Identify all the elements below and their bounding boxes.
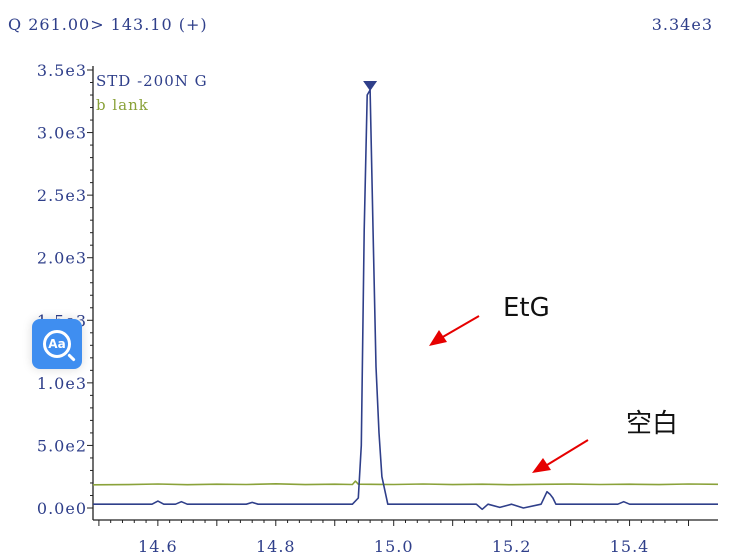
plot-series [92,89,719,511]
y-tick-label: 3.0e3 [37,124,87,143]
y-tick-label: 5.0e2 [37,436,87,455]
x-tick-label: 15.0 [374,537,414,556]
legend: STD -200N G b lank [96,72,208,114]
y-tick-label: 1.0e3 [37,374,87,393]
y-tick-label: 0.0e0 [37,499,87,518]
translate-lens-text: Aa [48,337,66,351]
translate-lens-icon: Aa [43,330,71,358]
x-axis-ticks: 14.6 14.8 15.0 15.2 15.4 [98,520,690,556]
transition-label: Q 261.00> 143.10 (+) [8,15,208,34]
series-line-std [93,89,718,511]
annotations: EtG 空白 [429,293,678,473]
x-tick-label: 14.6 [138,537,178,556]
etg-arrow-icon [429,315,480,346]
x-tick-label: 15.2 [492,537,532,556]
max-intensity-label: 3.34e3 [652,15,713,34]
legend-entry-std: STD -200N G [96,72,208,90]
translate-lens-button[interactable]: Aa [32,319,82,369]
x-tick-label: 15.4 [610,537,650,556]
peak-marker-layer [363,81,378,92]
blank-arrow-icon [532,439,589,473]
axes [92,66,718,521]
y-tick-label: 2.5e3 [37,186,87,205]
etg-annotation-label: EtG [503,293,550,323]
series-line-blank [92,480,719,486]
x-tick-label: 14.8 [256,537,296,556]
blank-annotation-label: 空白 [626,409,678,439]
legend-entry-blank: b lank [96,96,149,114]
y-tick-label: 2.0e3 [37,249,87,268]
peak-marker-icon [363,81,378,92]
y-tick-label: 3.5e3 [37,61,87,80]
